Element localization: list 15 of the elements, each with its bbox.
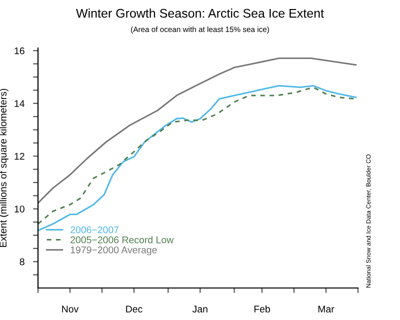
- y-tick-label: 12: [14, 152, 24, 160]
- y-tick-label: 14: [14, 100, 25, 107]
- x-tick-label: Nov: [62, 306, 79, 312]
- y-tick-label: 10: [14, 206, 24, 212]
- line-series: [38, 58, 357, 204]
- legend-label: 2005−2006 Record Low: [70, 236, 174, 244]
- y-tick-label: 8: [20, 258, 24, 266]
- x-tick-label: Dec: [126, 306, 142, 312]
- legend-label: 2006−2007: [70, 226, 119, 234]
- legend-label: 1979−2000 Average: [70, 246, 157, 256]
- y-tick-label: 16: [14, 47, 24, 54]
- x-tick-label: Feb: [254, 305, 270, 312]
- chart-title: Winter Growth Season: Arctic Sea Ice Extent: [76, 8, 324, 18]
- x-tick-label: Mar: [318, 306, 334, 312]
- x-tick-label: Jan: [192, 306, 208, 312]
